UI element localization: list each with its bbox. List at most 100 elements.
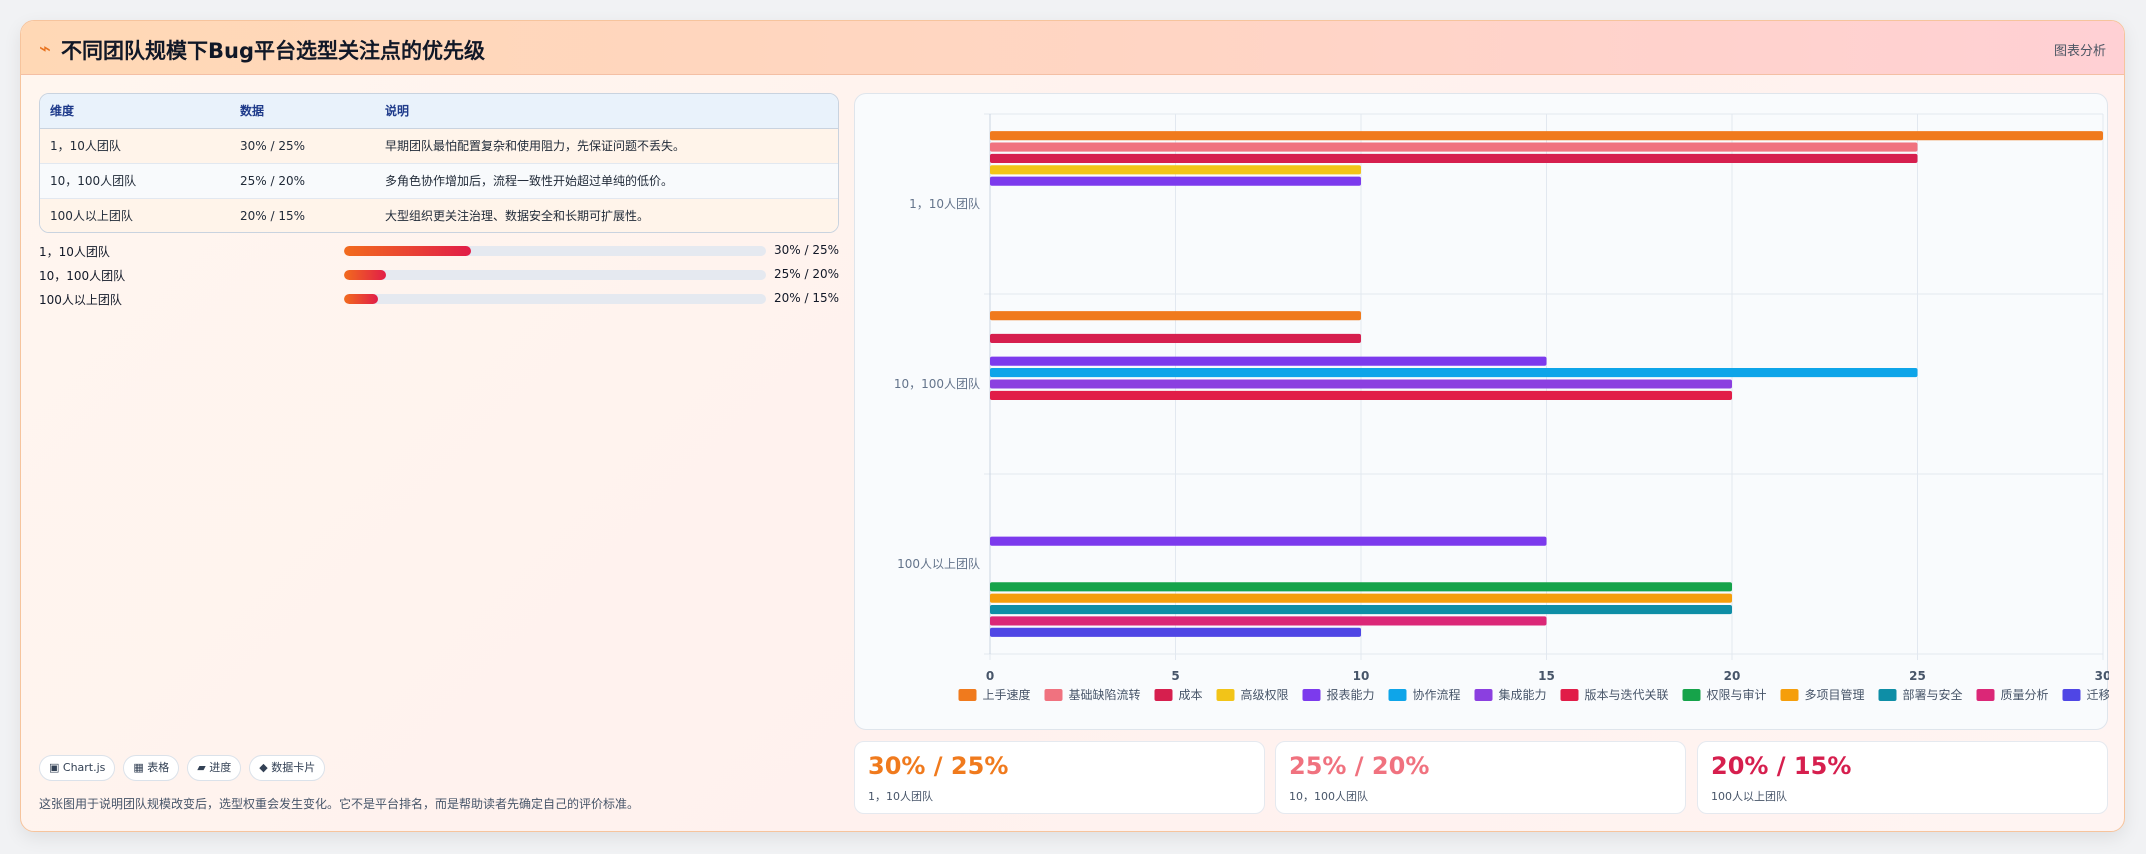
table-cell: 30% / 25%: [230, 128, 375, 164]
progress-fill: [344, 246, 471, 256]
kpi-value: 25% / 20%: [1289, 752, 1430, 780]
bar-chart: 0 5 10 15 20 25 30 1，10人团队 10，100人团队 100人以上团队上手速度…: [894, 113, 2109, 702]
tag-progress[interactable]: ▰ 进度: [187, 755, 242, 781]
tag-chartjs[interactable]: ▣ Chart.js: [39, 755, 116, 781]
progress-track: [344, 246, 766, 256]
table-cell: 20% / 15%: [230, 198, 375, 232]
data-table: 维度 数据 说明 1，10人团队 30% / 25% 早期团队最怕配置复杂和使用…: [39, 93, 839, 233]
table-header-row: 维度 数据 说明: [40, 94, 838, 129]
progress-label: 100人以上团队: [39, 293, 122, 307]
y-category-label: 1，10人团队: [909, 196, 980, 211]
legend-swatch: [1474, 689, 1493, 701]
bar: [990, 390, 1732, 400]
card-header: ⌁ 不同团队规模下Bug平台选型关注点的优先级 图表分析: [21, 21, 2124, 75]
tag-data-card[interactable]: ◆ 数据卡片: [249, 755, 326, 781]
lightning-icon: ⌁: [39, 36, 52, 60]
legend-swatch: [1560, 689, 1579, 701]
progress-value: 20% / 15%: [773, 291, 839, 305]
legend-label: 协作流程: [1412, 687, 1460, 702]
table-cell: 大型组织更关注治理、数据安全和长期可扩展性。: [375, 198, 838, 232]
legend-swatch: [1878, 689, 1897, 701]
legend-label: 迁移成本: [2087, 688, 2109, 702]
chart-panel: 0 5 10 15 20 25 30 1，10人团队 10，100人团队 100人以上团队上手速度…: [854, 93, 2109, 730]
tag-table[interactable]: ▦ 表格: [123, 755, 180, 781]
table-cell: 1，10人团队: [40, 128, 230, 164]
legend-swatch: [1044, 689, 1063, 701]
table-cell: 早期团队最怕配置复杂和使用阻力，先保证问题不丢失。: [375, 128, 838, 164]
legend-swatch: [1154, 689, 1173, 701]
bar: [990, 165, 1361, 175]
bar: [990, 536, 1547, 546]
kpi-label: 10，100人团队: [1289, 790, 1368, 803]
x-tick-label: 0: [986, 669, 994, 683]
legend-label: 报表能力: [1326, 687, 1374, 702]
x-tick-label: 5: [1171, 669, 1179, 683]
bar: [990, 153, 1918, 164]
legend-swatch: [2062, 689, 2081, 701]
kpi-label: 100人以上团队: [1711, 790, 1787, 803]
kpi-card: 25% / 20% 10，100人团队: [1275, 741, 1686, 814]
legend-label: 权限与审计: [1707, 687, 1767, 702]
progress-value: 25% / 20%: [773, 267, 839, 281]
legend-swatch: [1388, 689, 1407, 701]
bar: [990, 356, 1547, 366]
bar: [990, 311, 1361, 321]
table-cell: 多角色协作增加后，流程一致性开始超过单纯的低价。: [375, 163, 838, 199]
table-row: 10，100人团队 25% / 20% 多角色协作增加后，流程一致性开始超过单纯…: [40, 163, 838, 199]
x-tick-label: 30: [2095, 669, 2109, 683]
legend-label: 质量分析: [2001, 688, 2049, 702]
table-cell: 25% / 20%: [230, 163, 375, 199]
x-tick-label: 20: [1724, 669, 1741, 683]
kpi-label: 1，10人团队: [868, 790, 933, 803]
progress-row: 1，10人团队 30% / 25%: [39, 243, 839, 259]
chart-card: ⌁ 不同团队规模下Bug平台选型关注点的优先级 图表分析 维度 数据 说明 1，…: [20, 20, 2125, 832]
page-title: 不同团队规模下Bug平台选型关注点的优先级: [61, 39, 485, 63]
progress-label: 10，100人团队: [39, 269, 126, 283]
bar: [990, 593, 1732, 603]
y-category-label: 10，100人团队: [894, 376, 980, 391]
legend-label: 上手速度: [982, 687, 1030, 702]
bar: [990, 142, 1918, 152]
bar: [990, 176, 1361, 186]
table-row: 1，10人团队 30% / 25% 早期团队最怕配置复杂和使用阻力，先保证问题不…: [40, 128, 838, 164]
table-cell: 100人以上团队: [40, 198, 230, 232]
legend-label: 成本: [1178, 688, 1202, 702]
table-cell: 10，100人团队: [40, 163, 230, 199]
bar: [990, 604, 1732, 615]
legend-label: 多项目管理: [1805, 687, 1865, 702]
y-category-label: 100人以上团队: [897, 556, 980, 571]
legend-swatch: [958, 689, 977, 701]
x-tick-label: 10: [1353, 669, 1370, 683]
legend-swatch: [1216, 689, 1235, 701]
x-tick-label: 15: [1538, 669, 1555, 683]
x-tick-label: 25: [1909, 669, 1926, 683]
progress-fill: [344, 294, 378, 304]
progress-row: 100人以上团队 20% / 15%: [39, 291, 839, 307]
chart-analysis-label: 图表分析: [2053, 44, 2106, 59]
kpi-card: 20% / 15% 100人以上团队: [1697, 741, 2108, 814]
legend-swatch: [1682, 689, 1701, 701]
feature-tags: ▣ Chart.js ▦ 表格 ▰ 进度 ◆ 数据卡片: [39, 755, 333, 781]
legend-label: 部署与安全: [1903, 687, 1963, 702]
bar: [990, 368, 1918, 378]
legend-label: 集成能力: [1498, 687, 1546, 702]
bar: [990, 333, 1361, 344]
column-header: 说明: [375, 94, 838, 129]
bar: [990, 627, 1361, 637]
bar: [990, 582, 1732, 592]
bar: [990, 131, 2103, 141]
column-header: 维度: [40, 94, 230, 129]
progress-track: [344, 294, 766, 304]
legend-swatch: [1302, 689, 1321, 701]
progress-track: [344, 270, 766, 280]
progress-value: 30% / 25%: [773, 243, 839, 257]
bar: [990, 379, 1732, 389]
kpi-card: 30% / 25% 1，10人团队: [854, 741, 1265, 814]
progress-fill: [344, 270, 387, 280]
legend-swatch: [1780, 689, 1799, 701]
legend-swatch: [1976, 689, 1995, 701]
bar: [990, 616, 1547, 626]
progress-row: 10，100人团队 25% / 20%: [39, 267, 839, 283]
legend-label: 高级权限: [1240, 687, 1288, 702]
footnote: 这张图用于说明团队规模改变后，选型权重会发生变化。它不是平台排名，而是帮助读者先…: [39, 797, 640, 811]
